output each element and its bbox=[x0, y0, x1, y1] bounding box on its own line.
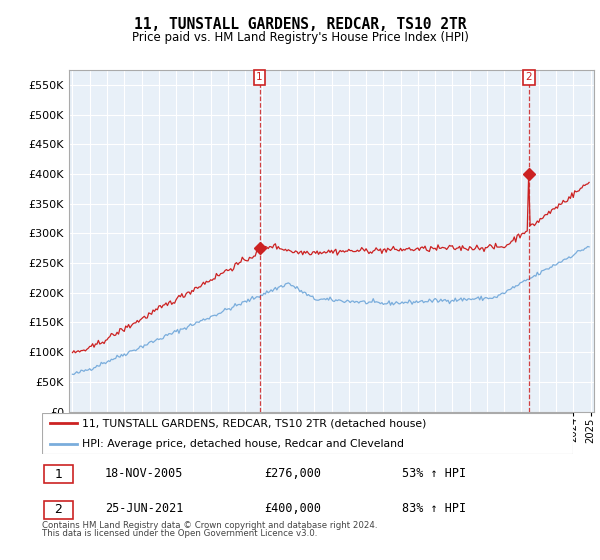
Text: 18-NOV-2005: 18-NOV-2005 bbox=[105, 466, 184, 480]
Text: Price paid vs. HM Land Registry's House Price Index (HPI): Price paid vs. HM Land Registry's House … bbox=[131, 31, 469, 44]
Text: 83% ↑ HPI: 83% ↑ HPI bbox=[402, 502, 466, 515]
Bar bbox=[44, 465, 73, 483]
Text: Contains HM Land Registry data © Crown copyright and database right 2024.: Contains HM Land Registry data © Crown c… bbox=[42, 521, 377, 530]
Text: 1: 1 bbox=[55, 468, 62, 481]
Text: 2: 2 bbox=[526, 72, 532, 82]
Text: This data is licensed under the Open Government Licence v3.0.: This data is licensed under the Open Gov… bbox=[42, 529, 317, 538]
Text: 25-JUN-2021: 25-JUN-2021 bbox=[105, 502, 184, 515]
Text: 2: 2 bbox=[55, 503, 62, 516]
Text: 11, TUNSTALL GARDENS, REDCAR, TS10 2TR: 11, TUNSTALL GARDENS, REDCAR, TS10 2TR bbox=[134, 17, 466, 32]
Text: £276,000: £276,000 bbox=[264, 466, 321, 480]
Text: 1: 1 bbox=[256, 72, 263, 82]
Text: 53% ↑ HPI: 53% ↑ HPI bbox=[402, 466, 466, 480]
Text: 11, TUNSTALL GARDENS, REDCAR, TS10 2TR (detached house): 11, TUNSTALL GARDENS, REDCAR, TS10 2TR (… bbox=[82, 418, 426, 428]
Text: HPI: Average price, detached house, Redcar and Cleveland: HPI: Average price, detached house, Redc… bbox=[82, 438, 404, 449]
Bar bbox=[44, 501, 73, 519]
Text: £400,000: £400,000 bbox=[264, 502, 321, 515]
